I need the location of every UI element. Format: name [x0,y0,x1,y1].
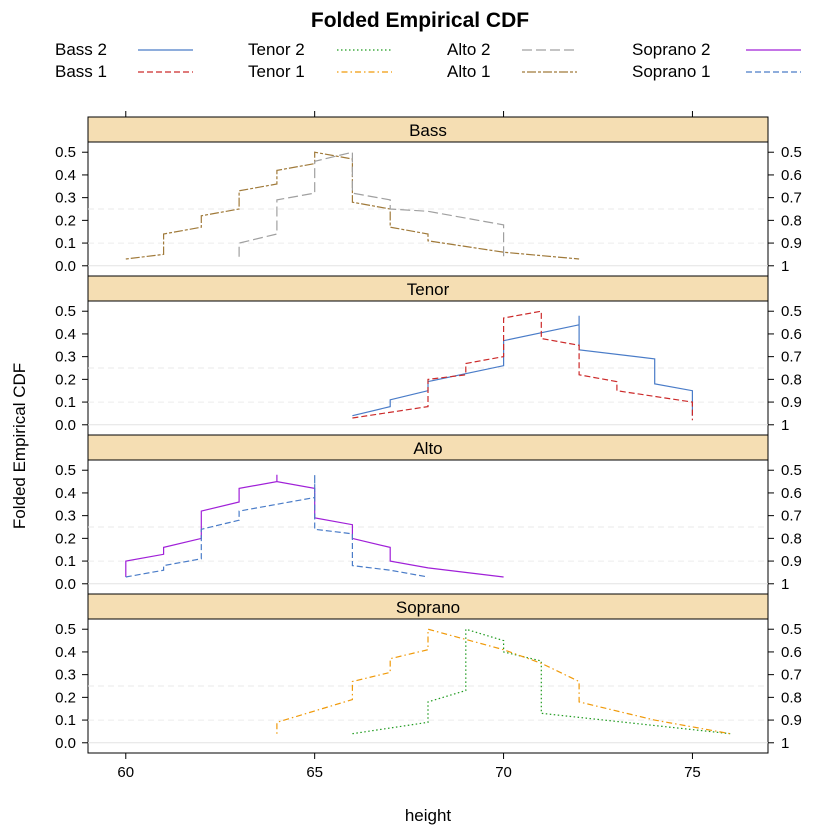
y-tick-label-left: 0.3 [55,667,76,684]
y-tick-label-right: 0.7 [781,667,802,684]
strip-alto [87,434,769,461]
y-axis-label: Folded Empirical CDF [10,363,29,529]
y-tick-label-left: 0.3 [55,190,76,207]
series-alto-1-line [125,151,580,260]
y-tick-label-left: 0.0 [55,576,76,593]
strip-label-alto: Alto [413,439,442,458]
y-tick-label-left: 0.5 [55,303,76,320]
legend-label-alto-1: Alto 1 [447,62,490,81]
legend-label-bass-2: Bass 2 [55,40,107,59]
y-tick-label-right: 0.6 [781,167,802,184]
strip-label-bass: Bass [409,121,447,140]
series-soprano-1-line [125,474,429,578]
chart-title: Folded Empirical CDF [311,9,529,32]
legend: Bass 2 Bass 1 Tenor 2 Tenor 1 Alto 2 Alto 1 So… [55,40,801,81]
y-tick-label-right: 0.6 [781,326,802,343]
y-tick-label-left: 0.3 [55,508,76,525]
strip-bass [87,116,769,143]
y-tick-label-right: 0.5 [781,144,802,161]
panel-alto: Alto 0.0 0.1 0.2 0.3 0.4 0.5 1 0.9 0.8 0.7 0.6 0.5 [55,434,802,595]
y-tick-label-right: 0.9 [781,394,802,411]
y-tick-label-right: 0.6 [781,485,802,502]
legend-label-tenor-2: Tenor 2 [248,40,305,59]
series-soprano-2-line [125,474,504,578]
y-tick-label-right: 0.5 [781,621,802,638]
legend-label-soprano-1: Soprano 1 [632,62,710,81]
x-tick-label-70: 70 [495,764,512,781]
panel-bass: Bass 0.0 0.1 0.2 0.3 0.4 0.5 1 0.9 0.8 0.7 0.6 0.5 [55,116,802,277]
x-tick-label-60: 60 [117,764,134,781]
series-tenor-1-line [276,628,731,735]
y-tick-label-right: 1 [781,417,789,434]
y-tick-label-right: 1 [781,735,789,752]
y-tick-label-left: 0.3 [55,349,76,366]
y-tick-label-right: 0.5 [781,303,802,320]
y-tick-label-right: 0.6 [781,644,802,661]
strip-label-tenor: Tenor [407,280,450,299]
y-tick-label-right: 0.7 [781,508,802,525]
y-tick-label-right: 0.8 [781,371,802,388]
y-tick-label-left: 0.4 [55,167,76,184]
y-tick-label-left: 0.5 [55,621,76,638]
y-tick-label-right: 0.7 [781,349,802,366]
legend-label-alto-2: Alto 2 [447,40,490,59]
y-tick-label-left: 0.5 [55,144,76,161]
y-tick-label-left: 0.4 [55,326,76,343]
y-tick-label-left: 0.2 [55,530,76,547]
x-axis: 60 65 70 75 [117,753,701,781]
series-bass-1-line [352,310,693,421]
x-tick-label-65: 65 [306,764,323,781]
legend-label-soprano-2: Soprano 2 [632,40,710,59]
y-tick-label-right: 0.8 [781,689,802,706]
y-tick-label-left: 0.2 [55,212,76,229]
y-tick-label-right: 0.9 [781,712,802,729]
y-tick-label-right: 0.5 [781,462,802,479]
y-tick-label-left: 0.0 [55,735,76,752]
y-tick-label-left: 0.1 [55,394,76,411]
strip-soprano [87,593,769,620]
y-tick-label-left: 0.1 [55,553,76,570]
y-tick-label-right: 1 [781,576,789,593]
y-tick-label-right: 0.9 [781,235,802,252]
x-axis-label: height [405,806,452,825]
y-tick-label-right: 0.9 [781,553,802,570]
y-tick-label-left: 0.0 [55,258,76,275]
y-tick-label-right: 0.8 [781,212,802,229]
y-tick-label-left: 0.5 [55,462,76,479]
series-tenor-2-line [352,628,731,735]
y-tick-label-left: 0.0 [55,417,76,434]
panel-tenor: Tenor 0.0 0.1 0.2 0.3 0.4 0.5 1 0.9 0.8 0.7 0.6 0.5 [55,275,802,436]
y-tick-label-left: 0.4 [55,644,76,661]
y-tick-label-right: 0.8 [781,530,802,547]
x-tick-label-75: 75 [684,764,701,781]
panel-soprano: Soprano 0.0 0.1 0.2 0.3 0.4 0.5 1 0.9 0.8 0.7 0.6 0.… [55,593,802,754]
top-axis-ticks [125,111,693,117]
y-tick-label-left: 0.2 [55,371,76,388]
panels: Bass0.00.10.20.30.40.510.90.80.70.60.5Te… [55,116,802,754]
legend-label-tenor-1: Tenor 1 [248,62,305,81]
legend-label-bass-1: Bass 1 [55,62,107,81]
y-tick-label-left: 0.4 [55,485,76,502]
strip-label-soprano: Soprano [396,598,460,617]
y-tick-label-left: 0.1 [55,712,76,729]
y-tick-label-right: 0.7 [781,190,802,207]
y-tick-label-left: 0.2 [55,689,76,706]
y-tick-label-right: 1 [781,258,789,275]
y-tick-label-left: 0.1 [55,235,76,252]
